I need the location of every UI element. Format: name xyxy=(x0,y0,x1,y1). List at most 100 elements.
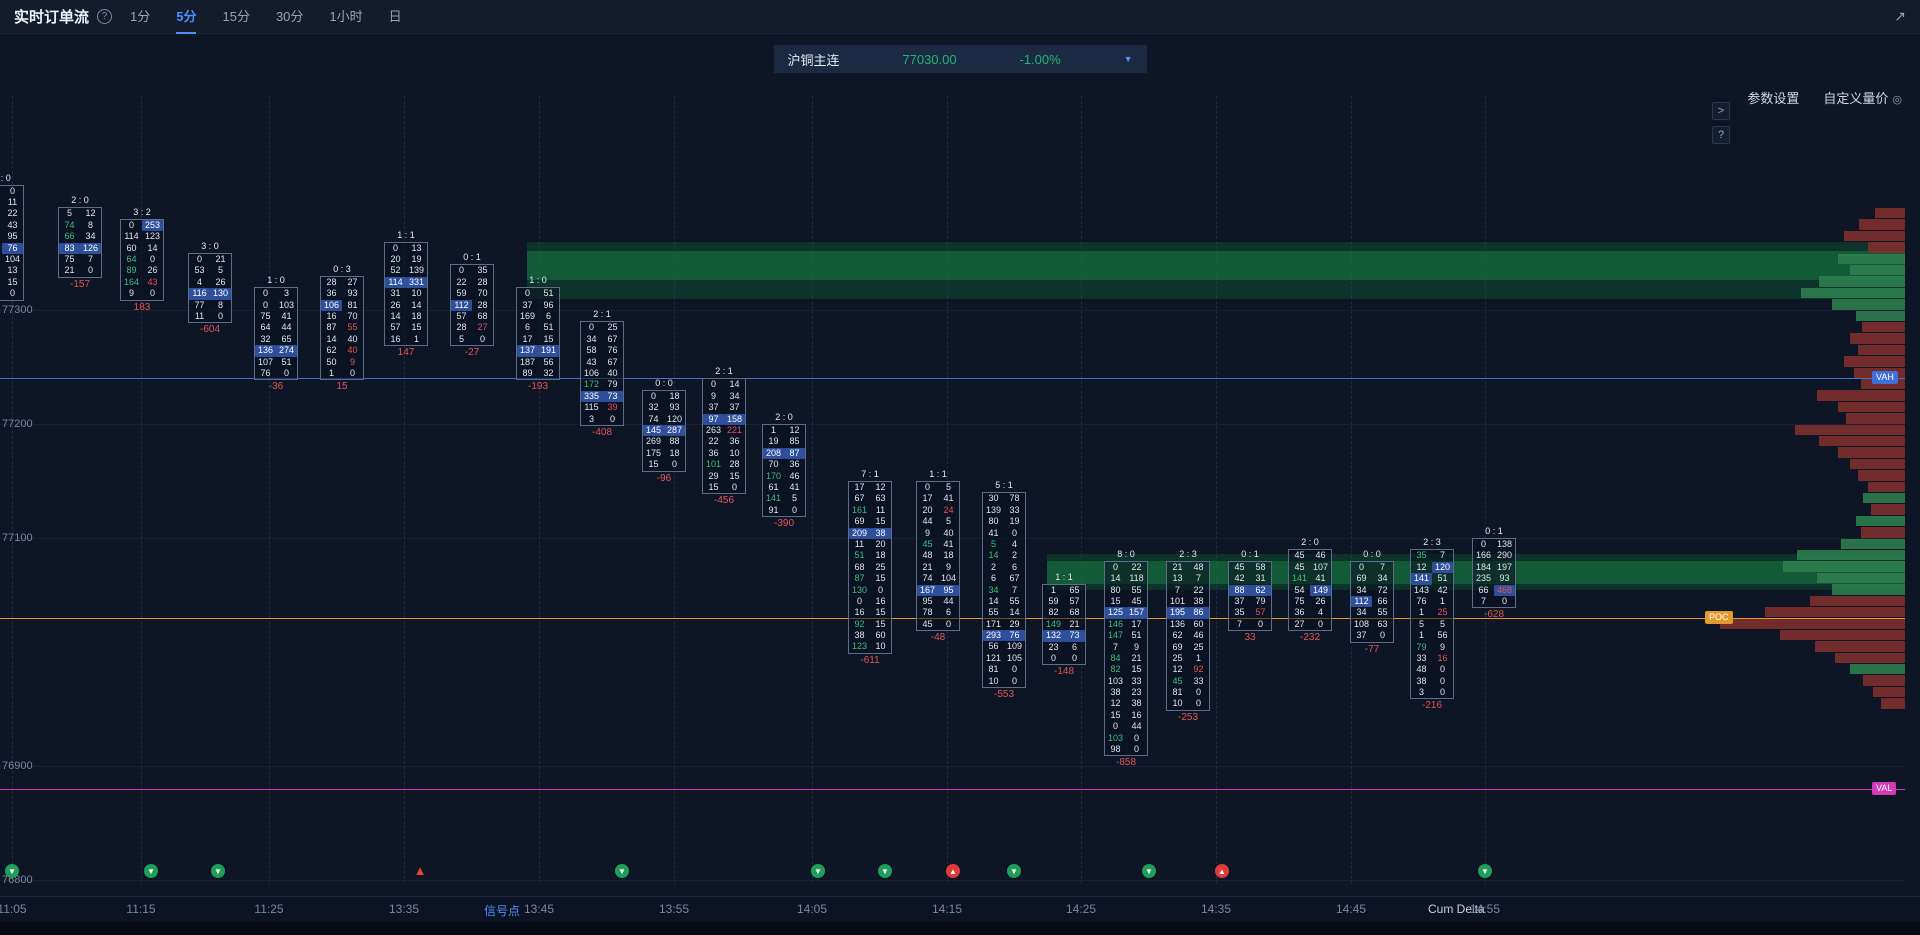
custom-volume-link[interactable]: 自定义量价 ◎ xyxy=(1823,88,1902,107)
price-row: 1 25 xyxy=(1411,607,1453,618)
footprint-bar[interactable]: 1 : 1 0 5 17 41 20 24 44 5 9 40 45 41 48 18 21 9 74 104 167… xyxy=(916,467,960,644)
bid-volume: 4 xyxy=(196,276,202,287)
footprint-bar[interactable]: 0 : 3 28 27 36 93 106 81 16 70 87 55 14 40 62 40 50 9 1 0 1… xyxy=(320,262,364,394)
footprint-bar[interactable]: 2 : 0 45 46 45 107 141 41 54 149 75 26 36 4 27 0 -232 xyxy=(1288,535,1332,644)
bid-volume: 161 xyxy=(851,504,868,515)
bid-volume: 15 xyxy=(708,481,719,492)
footprint-bar[interactable]: 8 : 0 0 22 14 118 80 55 15 45 125 157 146 17 147 51 7 9 8… xyxy=(1104,547,1148,770)
bid-volume: 6 xyxy=(990,573,996,584)
tab-5分[interactable]: 5分 xyxy=(176,0,197,34)
signal-marker-up[interactable]: ▲ xyxy=(946,864,960,878)
imbalance-header: 2 : 3 xyxy=(1423,537,1441,548)
ask-volume: 40 xyxy=(943,527,954,538)
imbalance-header: 0 : 0 xyxy=(655,377,673,388)
instrument-selector[interactable]: 沪铜主连 77030.00 -1.00% ▼ xyxy=(773,45,1147,73)
bid-volume: 44 xyxy=(922,516,933,527)
price-row: 43 xyxy=(0,220,23,231)
footprint-bar[interactable]: 2 : 3 35 7 12 120 141 51 143 42 76 1 1 25 5 5 1 56 79 9 33 1… xyxy=(1410,535,1454,712)
volume-profile-bar xyxy=(1815,641,1905,652)
footprint-bar[interactable]: 7 : 1 17 12 67 63 161 11 69 15 209 38 11 20 51 18 68 25 8… xyxy=(848,467,892,667)
imbalance-header: 0 : 1 xyxy=(463,252,481,263)
price-row: 0 18 xyxy=(643,391,685,402)
volume-profile-bar xyxy=(1850,333,1905,344)
signal-marker-down[interactable]: ▼ xyxy=(878,864,892,878)
bid-volume: 0 xyxy=(650,390,656,401)
ask-volume: 85 xyxy=(789,436,800,447)
ask-volume: 0 xyxy=(731,481,737,492)
footprint-bar[interactable]: 2 : 1 0 14 9 34 37 37 97 158 263 221 22 36 36 10 101 28 2… xyxy=(702,364,746,507)
tab-日[interactable]: 日 xyxy=(388,8,402,24)
footprint-bar[interactable]: 2 : 0 1 12 19 85 208 87 70 36 170 46 61 41 141 5 91 0 -39… xyxy=(762,410,806,530)
signal-marker-down[interactable]: ▼ xyxy=(5,864,19,878)
footprint-bar[interactable]: 1 : 0 0 51 37 96 169 6 6 51 17 15 137 191 187 56 89 32 -1… xyxy=(516,273,560,393)
bid-volume: 25 xyxy=(1172,652,1183,663)
footprint-bar[interactable]: 2 : 1 0 25 34 67 58 76 43 67 106 40 172 79 335 73 115 39… xyxy=(580,307,624,439)
expand-icon[interactable]: ↗ xyxy=(1894,8,1906,24)
signal-marker-tri[interactable]: ▲ xyxy=(413,863,427,878)
signal-marker-down[interactable]: ▼ xyxy=(1007,864,1021,878)
tab-1小时[interactable]: 1小时 xyxy=(329,8,363,24)
signal-panel-label[interactable]: 信号点 xyxy=(484,904,521,918)
ask-volume: 0 xyxy=(149,288,155,299)
footprint-bar[interactable]: 1 : 0 0 3 0 103 75 41 64 44 32 65 136 274 107 51 76 0 -36 xyxy=(254,273,298,393)
footprint-bar[interactable]: 3 : 2 0 253 114 123 60 14 64 0 89 26 164 43 9 0 183 xyxy=(120,205,164,314)
ask-volume: 0 xyxy=(1195,698,1201,709)
signal-marker-down[interactable]: ▼ xyxy=(211,864,225,878)
ask-volume: 43 xyxy=(7,219,18,230)
bid-volume: 68 xyxy=(854,561,865,572)
signal-marker-up[interactable]: ▲ xyxy=(1215,864,1229,878)
footprint-bar[interactable]: 0 : 1 45 58 42 31 88 62 37 79 35 57 7 0 33 xyxy=(1228,547,1272,644)
footprint-bar[interactable]: 0 : 1 0 35 22 28 59 70 112 28 57 68 28 27 5 0 -27 xyxy=(450,250,494,359)
bid-volume: 91 xyxy=(768,504,779,515)
help-icon[interactable]: ? xyxy=(97,9,113,24)
footprint-bar[interactable]: 2 : 3 21 48 13 7 7 22 101 38 195 86 136 60 62 46 69 25 25… xyxy=(1166,547,1210,724)
signal-marker-down[interactable]: ▼ xyxy=(144,864,158,878)
bid-volume: 1 xyxy=(770,425,776,435)
footprint-bar[interactable]: 0 : 0 0 18 32 93 74 120 145 287 269 88 175 18 15 0 -96 xyxy=(642,376,686,485)
price-row: 14 2 xyxy=(983,550,1025,561)
footprint-bar[interactable]: 2 : 0 5 12 74 8 66 34 83 126 75 7 21 0 -157 xyxy=(58,193,102,290)
bid-volume: 209 xyxy=(849,527,870,539)
bid-volume: 0 xyxy=(856,595,862,606)
help-panel-button[interactable]: ? xyxy=(1712,126,1730,144)
signal-marker-down[interactable]: ▼ xyxy=(615,864,629,878)
collapse-panel-button[interactable]: > xyxy=(1712,102,1730,120)
footprint-bar[interactable]: 0 : 1 0 138 166 290 184 197 235 93 66 468 7 0 -628 xyxy=(1472,524,1516,621)
footprint-bar[interactable]: 0 : 0 0 7 69 34 34 72 112 66 34 55 108 63 37 0 -77 xyxy=(1350,547,1394,656)
tab-1分[interactable]: 1分 xyxy=(130,8,151,24)
price-row: 34 72 xyxy=(1351,585,1393,596)
ask-volume: 104 xyxy=(4,253,21,264)
bid-volume: 14 xyxy=(1110,573,1121,584)
bid-volume: 20 xyxy=(390,253,401,264)
signal-marker-down[interactable]: ▼ xyxy=(1478,864,1492,878)
signal-marker-down[interactable]: ▼ xyxy=(1142,864,1156,878)
ask-volume: 6 xyxy=(1071,641,1077,652)
ask-volume: 67 xyxy=(607,356,618,367)
cum-delta-panel-label[interactable]: Cum Delta xyxy=(1428,902,1485,916)
ask-volume: 4 xyxy=(1011,538,1017,549)
footprint-bar[interactable]: 1 : 1 1 65 59 57 82 68 149 21 132 73 23 6 0 0 -148 xyxy=(1042,570,1086,679)
price-row: 112 66 xyxy=(1351,595,1393,608)
volume-profile-bar xyxy=(1850,664,1905,675)
ask-volume: 60 xyxy=(875,630,886,641)
ask-volume: 36 xyxy=(789,459,800,470)
footprint-bar[interactable]: 1 : 1 0 13 20 19 52 139 114 331 31 10 26 14 14 18 57 15 1… xyxy=(384,228,428,360)
footprint-bar[interactable]: 5 : 1 30 78 139 33 80 19 41 0 5 4 14 2 2 6 6 67 34 7 14 55 55… xyxy=(982,478,1026,701)
param-settings-link[interactable]: 参数设置 xyxy=(1747,91,1800,106)
volume-profile-bar xyxy=(1783,561,1905,572)
ask-volume: 32 xyxy=(543,367,554,378)
tab-30分[interactable]: 30分 xyxy=(275,8,304,24)
ask-volume: 25 xyxy=(1193,641,1204,652)
price-axis-label: 77300 xyxy=(2,304,33,316)
footprint-bar[interactable]: 3 : 0 0 21 53 5 4 26 116 130 77 8 11 0 -604 xyxy=(188,239,232,336)
bid-volume: 16 xyxy=(854,607,865,618)
signal-marker-down[interactable]: ▼ xyxy=(811,864,825,878)
imbalance-header: 8 : 0 xyxy=(1117,548,1135,559)
tab-15分[interactable]: 15分 xyxy=(222,8,250,24)
volume-profile-bar xyxy=(1846,413,1905,424)
